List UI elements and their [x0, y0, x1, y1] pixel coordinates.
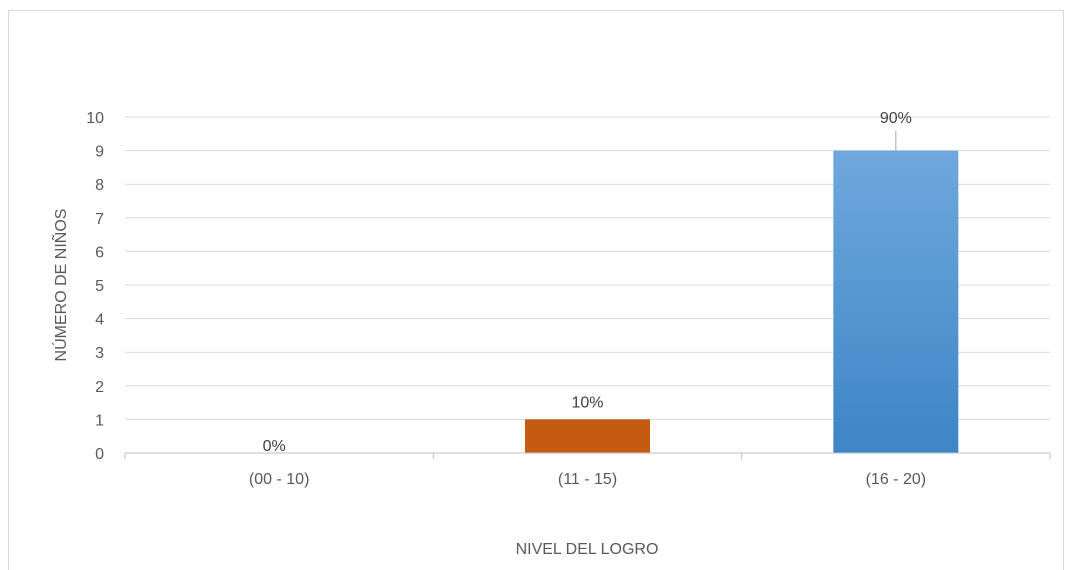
bars: [525, 150, 959, 453]
x-tick-label: (00 - 10): [249, 471, 309, 488]
x-tick-labels: (00 - 10) (11 - 15) (16 - 20): [249, 471, 926, 488]
bar: [525, 419, 650, 453]
y-tick-label: 3: [95, 345, 104, 362]
y-tick-label: 7: [95, 211, 104, 228]
data-labels: 0% 10% 90%: [263, 110, 912, 455]
y-tick-label: 5: [95, 278, 104, 295]
y-tick-label: 9: [95, 144, 104, 161]
data-label: 10%: [571, 394, 603, 411]
y-tick-label: 10: [86, 110, 104, 127]
bar: [833, 150, 959, 453]
data-label: 90%: [880, 110, 912, 127]
y-tick-label: 6: [95, 244, 104, 261]
data-label: 0%: [263, 438, 286, 455]
x-tick-label: (16 - 20): [866, 471, 926, 488]
y-axis-title: NÚMERO DE NIÑOS: [50, 209, 70, 362]
y-tick-label: 2: [95, 379, 104, 396]
y-tick-label: 0: [95, 446, 104, 463]
y-tick-label: 8: [95, 177, 104, 194]
x-axis-title: NIVEL DEL LOGRO: [516, 541, 659, 558]
y-tick-label: 1: [95, 412, 104, 429]
chart-frame: [8, 10, 1064, 570]
x-axis: [124, 452, 1051, 459]
y-tick-label: 4: [95, 312, 104, 329]
y-tick-labels: 0 1 2 3 4 5 6 7 8 9 10: [86, 110, 104, 463]
x-tick-label: (11 - 15): [558, 471, 617, 488]
